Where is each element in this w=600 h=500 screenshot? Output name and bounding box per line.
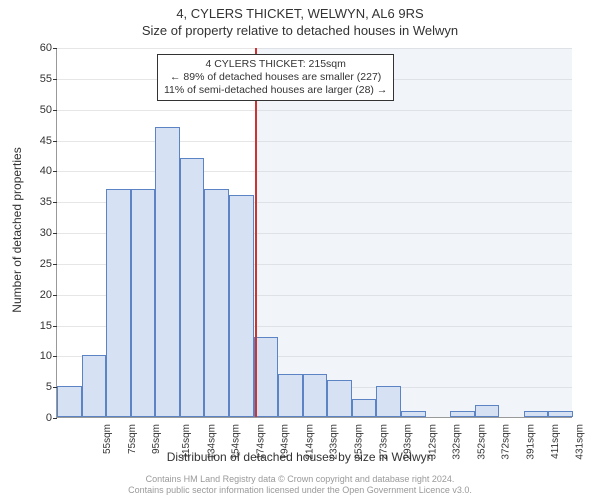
y-tick-mark xyxy=(53,356,57,357)
histogram-bar xyxy=(278,374,303,417)
annotation-box: 4 CYLERS THICKET: 215sqm← 89% of detache… xyxy=(157,54,394,101)
y-tick-mark xyxy=(53,110,57,111)
annotation-line-1: 4 CYLERS THICKET: 215sqm xyxy=(164,58,387,71)
y-tick-mark xyxy=(53,233,57,234)
y-tick-label: 20 xyxy=(12,289,52,301)
shaded-region xyxy=(255,48,572,417)
x-tick-label: 273sqm xyxy=(378,424,389,460)
histogram-bar xyxy=(82,355,107,417)
annotation-line-2: ← 89% of detached houses are smaller (22… xyxy=(164,71,387,84)
x-tick-label: 411sqm xyxy=(549,424,560,459)
y-tick-mark xyxy=(53,326,57,327)
title-block: 4, CYLERS THICKET, WELWYN, AL6 9RS Size … xyxy=(0,0,600,38)
y-tick-label: 15 xyxy=(12,320,52,332)
annotation-line-3: 11% of semi-detached houses are larger (… xyxy=(164,84,387,97)
y-tick-label: 10 xyxy=(12,350,52,362)
chart-root: 4, CYLERS THICKET, WELWYN, AL6 9RS Size … xyxy=(0,0,600,500)
footer-line-1: Contains HM Land Registry data © Crown c… xyxy=(0,474,600,485)
x-tick-label: 352sqm xyxy=(476,424,487,460)
histogram-bar xyxy=(401,411,426,417)
histogram-bar xyxy=(352,399,377,418)
histogram-bar xyxy=(475,405,500,417)
y-tick-mark xyxy=(53,171,57,172)
x-tick-label: 95sqm xyxy=(151,424,162,454)
x-tick-label: 312sqm xyxy=(427,424,438,460)
histogram-bar xyxy=(303,374,328,417)
histogram-bar xyxy=(327,380,352,417)
y-tick-label: 0 xyxy=(12,412,52,424)
footer: Contains HM Land Registry data © Crown c… xyxy=(0,474,600,496)
x-tick-label: 391sqm xyxy=(526,424,537,460)
x-tick-label: 332sqm xyxy=(452,424,463,460)
plot-area: 4 CYLERS THICKET: 215sqm← 89% of detache… xyxy=(56,48,572,418)
y-tick-label: 40 xyxy=(12,165,52,177)
x-tick-label: 253sqm xyxy=(354,424,365,460)
y-tick-mark xyxy=(53,264,57,265)
x-tick-label: 55sqm xyxy=(102,424,113,454)
y-tick-label: 60 xyxy=(12,42,52,54)
x-tick-label: 134sqm xyxy=(206,424,217,460)
title-line-1: 4, CYLERS THICKET, WELWYN, AL6 9RS xyxy=(0,6,600,21)
x-tick-label: 194sqm xyxy=(280,424,291,460)
histogram-bar xyxy=(254,337,279,417)
x-tick-label: 115sqm xyxy=(181,424,192,459)
histogram-bar xyxy=(131,189,156,417)
x-tick-label: 372sqm xyxy=(501,424,512,460)
footer-line-2: Contains public sector information licen… xyxy=(0,485,600,496)
y-tick-mark xyxy=(53,202,57,203)
histogram-bar xyxy=(548,411,573,417)
x-tick-label: 293sqm xyxy=(403,424,414,460)
y-tick-mark xyxy=(53,418,57,419)
histogram-bar xyxy=(229,195,254,417)
histogram-bar xyxy=(155,127,180,417)
histogram-bar xyxy=(450,411,475,417)
histogram-bar xyxy=(106,189,131,417)
histogram-bar xyxy=(57,386,82,417)
x-tick-label: 75sqm xyxy=(127,424,138,454)
histogram-bar xyxy=(180,158,205,417)
title-line-2: Size of property relative to detached ho… xyxy=(0,23,600,38)
y-tick-mark xyxy=(53,295,57,296)
y-tick-label: 5 xyxy=(12,381,52,393)
x-tick-label: 214sqm xyxy=(304,424,315,460)
y-tick-mark xyxy=(53,79,57,80)
y-tick-label: 30 xyxy=(12,227,52,239)
y-tick-mark xyxy=(53,48,57,49)
x-tick-label: 233sqm xyxy=(329,424,340,460)
histogram-bar xyxy=(204,189,229,417)
histogram-bar xyxy=(376,386,401,417)
y-tick-label: 55 xyxy=(12,73,52,85)
x-tick-label: 174sqm xyxy=(255,424,266,460)
marker-line xyxy=(255,48,257,417)
x-tick-label: 154sqm xyxy=(231,424,242,460)
y-tick-label: 25 xyxy=(12,258,52,270)
x-tick-label: 431sqm xyxy=(575,424,586,460)
y-tick-label: 50 xyxy=(12,104,52,116)
y-tick-label: 45 xyxy=(12,135,52,147)
y-tick-label: 35 xyxy=(12,196,52,208)
histogram-bar xyxy=(524,411,549,417)
y-tick-mark xyxy=(53,141,57,142)
